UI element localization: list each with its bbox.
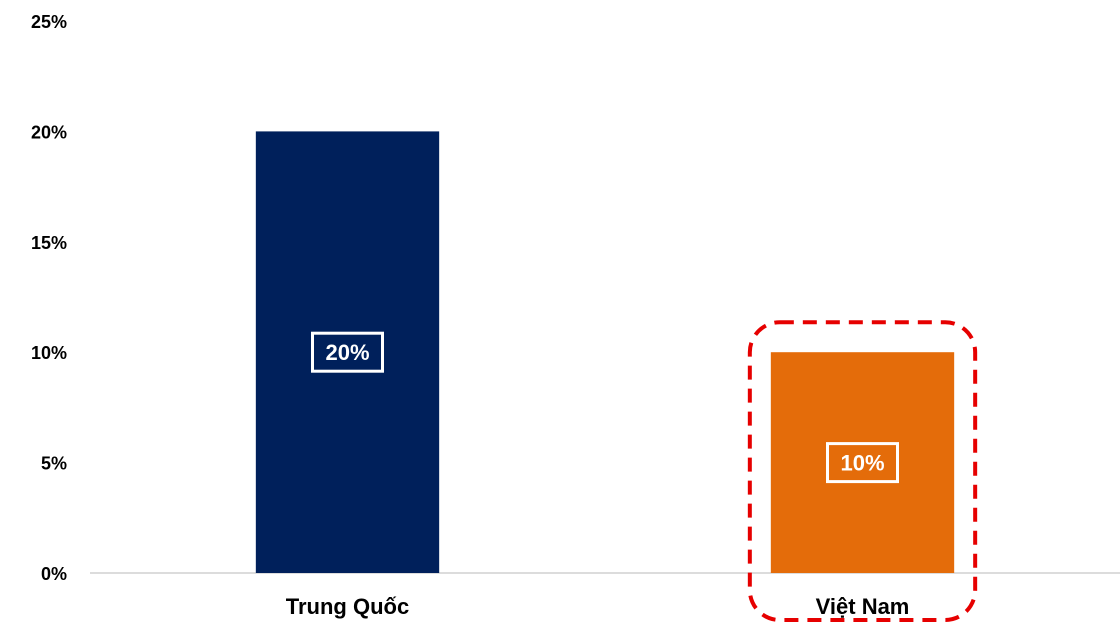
data-label: 20% <box>325 340 369 365</box>
y-tick-label: 5% <box>41 454 67 474</box>
y-tick-label: 15% <box>31 233 67 253</box>
bar-1 <box>255 131 440 573</box>
data-label-box <box>826 442 899 484</box>
bars <box>255 131 955 573</box>
y-tick-label: 10% <box>31 343 67 363</box>
x-category-label: Việt Nam <box>816 594 910 619</box>
bar-2 <box>770 352 955 573</box>
data-label: 10% <box>840 451 884 476</box>
y-axis: 0% 5% 10% 15% 20% 25% <box>31 12 67 584</box>
data-label-box <box>311 331 384 373</box>
y-tick-label: 25% <box>31 12 67 32</box>
y-tick-label: 20% <box>31 122 67 142</box>
data-labels: 20% 10% <box>311 331 899 484</box>
x-axis: Trung Quốc Việt Nam <box>286 594 910 619</box>
highlight-box <box>747 320 978 622</box>
y-tick-label: 0% <box>41 564 67 584</box>
x-category-label: Trung Quốc <box>286 594 409 619</box>
